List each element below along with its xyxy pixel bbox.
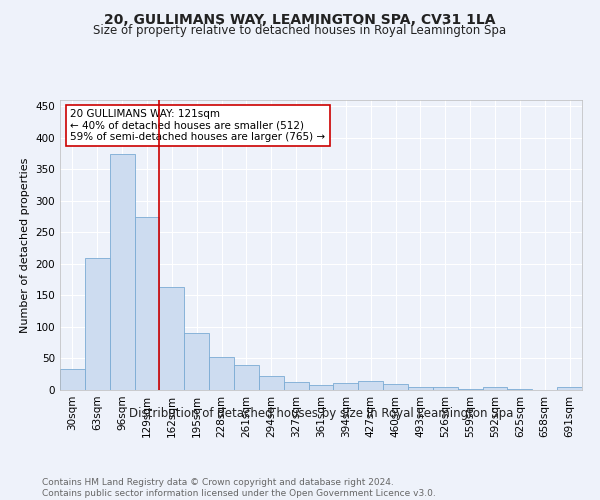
- Bar: [482, 388, 508, 390]
- Bar: [383, 384, 408, 390]
- Bar: [209, 356, 234, 390]
- Bar: [259, 376, 284, 390]
- Text: Contains HM Land Registry data © Crown copyright and database right 2024.
Contai: Contains HM Land Registry data © Crown c…: [42, 478, 436, 498]
- Bar: [60, 369, 85, 390]
- Bar: [184, 332, 209, 390]
- Bar: [557, 388, 582, 390]
- Y-axis label: Number of detached properties: Number of detached properties: [20, 158, 30, 332]
- Bar: [308, 385, 334, 390]
- Bar: [334, 383, 358, 390]
- Bar: [433, 387, 458, 390]
- Bar: [234, 366, 259, 390]
- Bar: [358, 381, 383, 390]
- Text: Distribution of detached houses by size in Royal Leamington Spa: Distribution of detached houses by size …: [129, 408, 513, 420]
- Text: 20, GULLIMANS WAY, LEAMINGTON SPA, CV31 1LA: 20, GULLIMANS WAY, LEAMINGTON SPA, CV31 …: [104, 12, 496, 26]
- Bar: [160, 287, 184, 390]
- Bar: [408, 387, 433, 390]
- Bar: [85, 258, 110, 390]
- Text: 20 GULLIMANS WAY: 121sqm
← 40% of detached houses are smaller (512)
59% of semi-: 20 GULLIMANS WAY: 121sqm ← 40% of detach…: [70, 108, 326, 142]
- Bar: [284, 382, 308, 390]
- Text: Size of property relative to detached houses in Royal Leamington Spa: Size of property relative to detached ho…: [94, 24, 506, 37]
- Bar: [134, 216, 160, 390]
- Bar: [110, 154, 134, 390]
